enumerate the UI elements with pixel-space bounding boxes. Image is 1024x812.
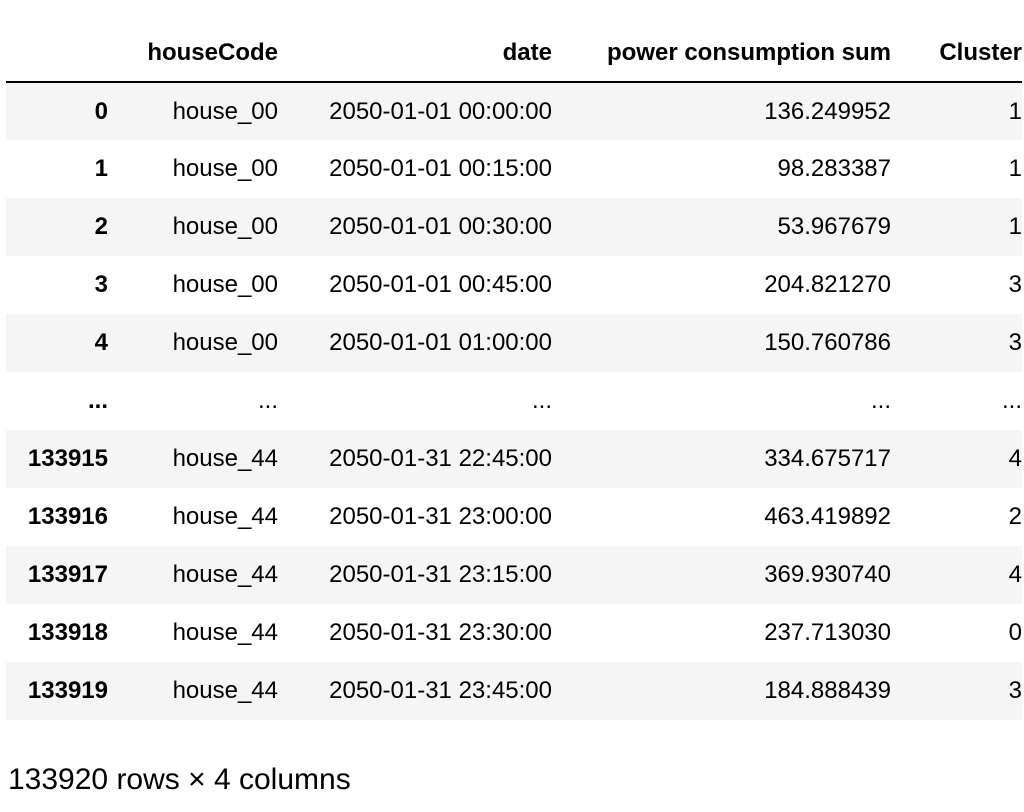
dataframe-table: houseCode date power consumption sum Clu… bbox=[6, 24, 1022, 720]
cell-date: ... bbox=[531, 387, 552, 414]
header-index bbox=[6, 24, 108, 83]
cell-power: 136.249952 bbox=[764, 97, 891, 125]
cell-cluster: 3 bbox=[1008, 677, 1022, 704]
cell-date: 2050-01-01 00:45:00 bbox=[329, 271, 552, 298]
cell-date: 2050-01-31 22:45:00 bbox=[329, 445, 552, 472]
cell-power: 150.760786 bbox=[764, 329, 891, 356]
table-row: 4 house_00 2050-01-01 01:00:00 150.76078… bbox=[6, 314, 1022, 372]
cell-date: 2050-01-01 00:15:00 bbox=[329, 155, 552, 182]
cell-cluster: 2 bbox=[1008, 503, 1022, 530]
dataframe-output: houseCode date power consumption sum Clu… bbox=[6, 24, 1022, 720]
cell-cluster: 1 bbox=[1008, 97, 1022, 125]
cell-housecode: house_44 bbox=[172, 445, 278, 472]
cell-date: 2050-01-31 23:15:00 bbox=[329, 561, 552, 588]
cell-power: 463.419892 bbox=[764, 503, 891, 530]
row-index: 0 bbox=[94, 97, 108, 125]
row-index: ... bbox=[87, 387, 108, 414]
cell-power: 369.930740 bbox=[764, 561, 891, 588]
cell-cluster: 4 bbox=[1008, 561, 1022, 588]
header-housecode: houseCode bbox=[108, 24, 278, 83]
cell-cluster: 3 bbox=[1008, 271, 1022, 298]
cell-date: 2050-01-31 23:45:00 bbox=[329, 677, 552, 704]
cell-power: 53.967679 bbox=[777, 213, 891, 240]
row-index: 133916 bbox=[27, 503, 108, 530]
table-row: 133919 house_44 2050-01-31 23:45:00 184.… bbox=[6, 662, 1022, 720]
cell-housecode: house_00 bbox=[172, 271, 278, 298]
cell-date: 2050-01-01 00:00:00 bbox=[329, 97, 552, 125]
table-row: 133918 house_44 2050-01-31 23:30:00 237.… bbox=[6, 604, 1022, 662]
cell-power: 184.888439 bbox=[764, 677, 891, 704]
table-row: 3 house_00 2050-01-01 00:45:00 204.82127… bbox=[6, 256, 1022, 314]
cell-housecode: house_44 bbox=[172, 561, 278, 588]
header-row: houseCode date power consumption sum Clu… bbox=[6, 24, 1022, 83]
row-index: 133918 bbox=[27, 619, 108, 646]
cell-cluster: 1 bbox=[1008, 155, 1022, 182]
header-date: date bbox=[278, 24, 552, 83]
row-index: 3 bbox=[94, 271, 108, 298]
cell-cluster: 3 bbox=[1008, 329, 1022, 356]
cell-housecode: house_00 bbox=[172, 155, 278, 182]
cell-date: 2050-01-31 23:00:00 bbox=[329, 503, 552, 530]
cell-housecode: ... bbox=[257, 387, 278, 414]
row-index: 2 bbox=[94, 213, 108, 240]
cell-housecode: house_44 bbox=[172, 677, 278, 704]
cell-cluster: 1 bbox=[1008, 213, 1022, 240]
cell-date: 2050-01-31 23:30:00 bbox=[329, 619, 552, 646]
table-row: 2 house_00 2050-01-01 00:30:00 53.967679… bbox=[6, 198, 1022, 256]
row-index: 133917 bbox=[27, 561, 108, 588]
row-index: 133919 bbox=[27, 677, 108, 704]
header-power-consumption-sum: power consumption sum bbox=[552, 24, 891, 83]
cell-housecode: house_00 bbox=[172, 329, 278, 356]
cell-cluster: ... bbox=[1001, 387, 1022, 414]
row-index: 4 bbox=[94, 329, 108, 356]
table-row: 133915 house_44 2050-01-31 22:45:00 334.… bbox=[6, 430, 1022, 488]
cell-housecode: house_44 bbox=[172, 619, 278, 646]
table-row: 0 house_00 2050-01-01 00:00:00 136.24995… bbox=[6, 82, 1022, 140]
header-cluster: Cluster bbox=[891, 24, 1022, 83]
cell-housecode: house_00 bbox=[172, 97, 278, 125]
table-row: 133917 house_44 2050-01-31 23:15:00 369.… bbox=[6, 546, 1022, 604]
table-row: 133916 house_44 2050-01-31 23:00:00 463.… bbox=[6, 488, 1022, 546]
ellipsis-row: ... ... ... ... ... bbox=[6, 372, 1022, 430]
cell-power: ... bbox=[870, 387, 891, 414]
cell-housecode: house_00 bbox=[172, 213, 278, 240]
row-index: 1 bbox=[94, 155, 108, 182]
cell-power: 204.821270 bbox=[764, 271, 891, 298]
cell-cluster: 0 bbox=[1008, 619, 1022, 646]
cell-date: 2050-01-01 00:30:00 bbox=[329, 213, 552, 240]
cell-power: 334.675717 bbox=[764, 445, 891, 472]
cell-date: 2050-01-01 01:00:00 bbox=[329, 329, 552, 356]
table-row: 1 house_00 2050-01-01 00:15:00 98.283387… bbox=[6, 140, 1022, 198]
cell-power: 237.713030 bbox=[764, 619, 891, 646]
cell-cluster: 4 bbox=[1008, 445, 1022, 472]
cell-power: 98.283387 bbox=[777, 155, 891, 182]
row-index: 133915 bbox=[27, 445, 108, 472]
dataframe-shape-text: 133920 rows × 4 columns bbox=[8, 763, 351, 796]
cell-housecode: house_44 bbox=[172, 503, 278, 530]
